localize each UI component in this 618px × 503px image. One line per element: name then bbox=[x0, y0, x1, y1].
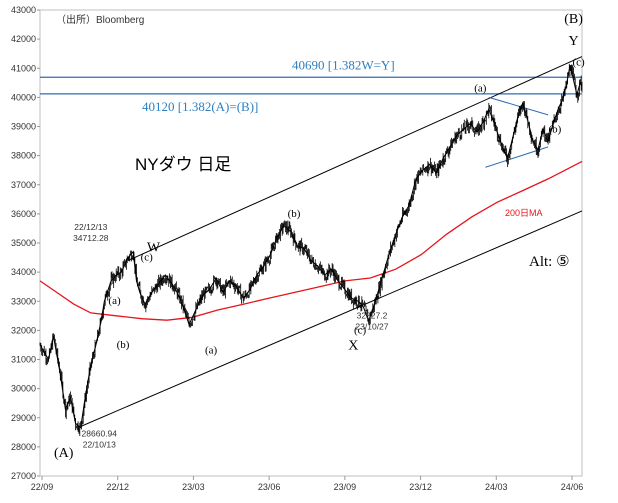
annotation-w_high: 34712.28 bbox=[73, 233, 109, 243]
y-tick-label: 33000 bbox=[11, 296, 36, 306]
y-tick-label: 40000 bbox=[11, 92, 36, 102]
wave-label-a2: (a) bbox=[205, 345, 218, 357]
y-tick-label: 29000 bbox=[11, 413, 36, 423]
x-tick-label: 24/06 bbox=[561, 482, 584, 492]
y-tick-label: 39000 bbox=[11, 122, 36, 132]
wave-label-Y: Y bbox=[568, 34, 578, 49]
x-tick-label: 22/12 bbox=[106, 482, 129, 492]
y-tick-label: 34000 bbox=[11, 267, 36, 277]
x-tick-label: 23/12 bbox=[409, 482, 432, 492]
y-tick-label: 37000 bbox=[11, 180, 36, 190]
fib-line-label: 40690 [1.382W=Y] bbox=[292, 57, 395, 72]
wave-label-a3: (a) bbox=[474, 83, 487, 95]
y-tick-label: 41000 bbox=[11, 63, 36, 73]
x-tick-label: 23/09 bbox=[334, 482, 357, 492]
y-tick-label: 35000 bbox=[11, 238, 36, 248]
wave-label-c2: (c) bbox=[354, 324, 367, 336]
y-tick-label: 30000 bbox=[11, 384, 36, 394]
x-axis: 22/09 22/12 23/03 23/06 23/09 23/12 24/03 24/06 bbox=[31, 476, 584, 492]
alt-label: Alt: ⑤ bbox=[529, 254, 570, 270]
wave-label-A: (A) bbox=[54, 446, 74, 461]
ma200-line bbox=[39, 160, 583, 321]
wave-label-a1: (a) bbox=[108, 295, 121, 307]
annotation-x_low: 23/10/27 bbox=[355, 322, 388, 332]
fib-line-label: 40120 [1.382(A)=(B)] bbox=[142, 99, 258, 114]
y-tick-label: 38000 bbox=[11, 151, 36, 161]
wave-label-b2: (b) bbox=[288, 208, 301, 220]
chart-title: NYダウ 日足 bbox=[135, 155, 231, 174]
wave-label-c3: (c) bbox=[573, 56, 586, 68]
x-tick-label: 24/03 bbox=[485, 482, 508, 492]
y-tick-label: 28000 bbox=[11, 442, 36, 452]
wave-label-b1: (b) bbox=[117, 339, 130, 351]
wave-label-W: W bbox=[147, 241, 161, 256]
series-layer bbox=[39, 56, 583, 437]
price-line bbox=[39, 65, 583, 429]
channel-upper-line bbox=[127, 56, 583, 261]
x-tick-label: 22/09 bbox=[31, 482, 54, 492]
y-axis: 27000 28000 29000 30000 31000 32000 33000 34000… bbox=[11, 5, 40, 481]
wave-label-X: X bbox=[348, 338, 358, 353]
y-tick-label: 31000 bbox=[11, 355, 36, 365]
channel-lower-line bbox=[80, 210, 583, 427]
wave-label-b3: (b) bbox=[548, 123, 561, 135]
plot-frame bbox=[39, 9, 583, 477]
label-layer: 40690 [1.382W=Y] 40120 [1.382(A)=(B)] 200日… bbox=[54, 12, 585, 461]
y-tick-label: 32000 bbox=[11, 325, 36, 335]
annotation-w_high: 22/12/13 bbox=[74, 222, 107, 232]
annotation-low1: 22/10/13 bbox=[83, 440, 116, 450]
x-tick-label: 23/03 bbox=[182, 482, 205, 492]
triangle-upper-line bbox=[488, 96, 549, 116]
source-label: （出所）Bloomberg bbox=[56, 13, 144, 26]
y-tick-label: 42000 bbox=[11, 34, 36, 44]
annotation-x_low: 32327.2 bbox=[357, 311, 388, 321]
annotation-low1: 28660.94 bbox=[82, 429, 118, 439]
y-tick-label: 43000 bbox=[11, 5, 36, 15]
ma200-label: 200日MA bbox=[505, 208, 543, 218]
y-tick-label: 36000 bbox=[11, 209, 36, 219]
y-tick-label: 27000 bbox=[11, 471, 36, 481]
wave-label-c1: (c) bbox=[141, 251, 154, 263]
x-tick-label: 23/06 bbox=[258, 482, 281, 492]
wave-label-B: (B) bbox=[564, 12, 583, 27]
